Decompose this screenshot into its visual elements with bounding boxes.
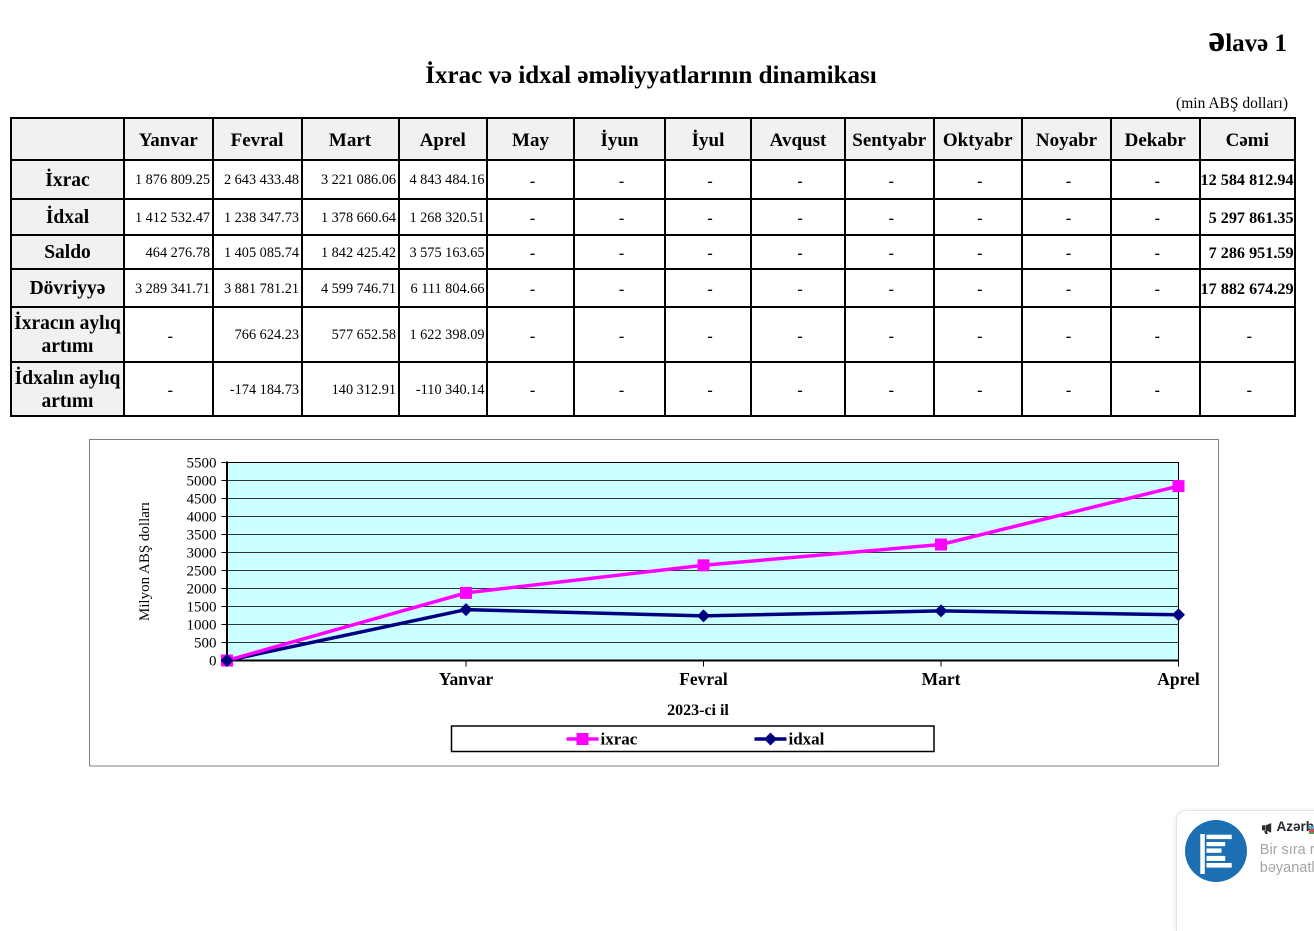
svg-text:500: 500 bbox=[194, 636, 217, 652]
svg-text:1500: 1500 bbox=[186, 600, 216, 616]
svg-text:2500: 2500 bbox=[186, 564, 216, 580]
svg-text:2023-ci il: 2023-ci il bbox=[667, 702, 729, 719]
svg-text:5500: 5500 bbox=[186, 456, 216, 472]
svg-text:2000: 2000 bbox=[186, 582, 216, 598]
svg-text:0: 0 bbox=[209, 654, 217, 670]
svg-text:Yanvar: Yanvar bbox=[438, 669, 493, 689]
svg-text:ixrac: ixrac bbox=[600, 730, 637, 749]
svg-text:4000: 4000 bbox=[186, 510, 216, 526]
svg-text:5000: 5000 bbox=[186, 474, 216, 490]
svg-text:3500: 3500 bbox=[186, 528, 216, 544]
svg-text:Fevral: Fevral bbox=[679, 669, 728, 689]
svg-text:1000: 1000 bbox=[186, 618, 216, 634]
svg-text:3000: 3000 bbox=[186, 546, 216, 562]
svg-text:4500: 4500 bbox=[186, 492, 216, 508]
svg-text:Mart: Mart bbox=[921, 669, 960, 689]
svg-text:idxal: idxal bbox=[788, 730, 824, 749]
svg-text:Aprel: Aprel bbox=[1157, 669, 1200, 689]
svg-text:Milyon ABŞ dolları: Milyon ABŞ dolları bbox=[137, 502, 153, 621]
